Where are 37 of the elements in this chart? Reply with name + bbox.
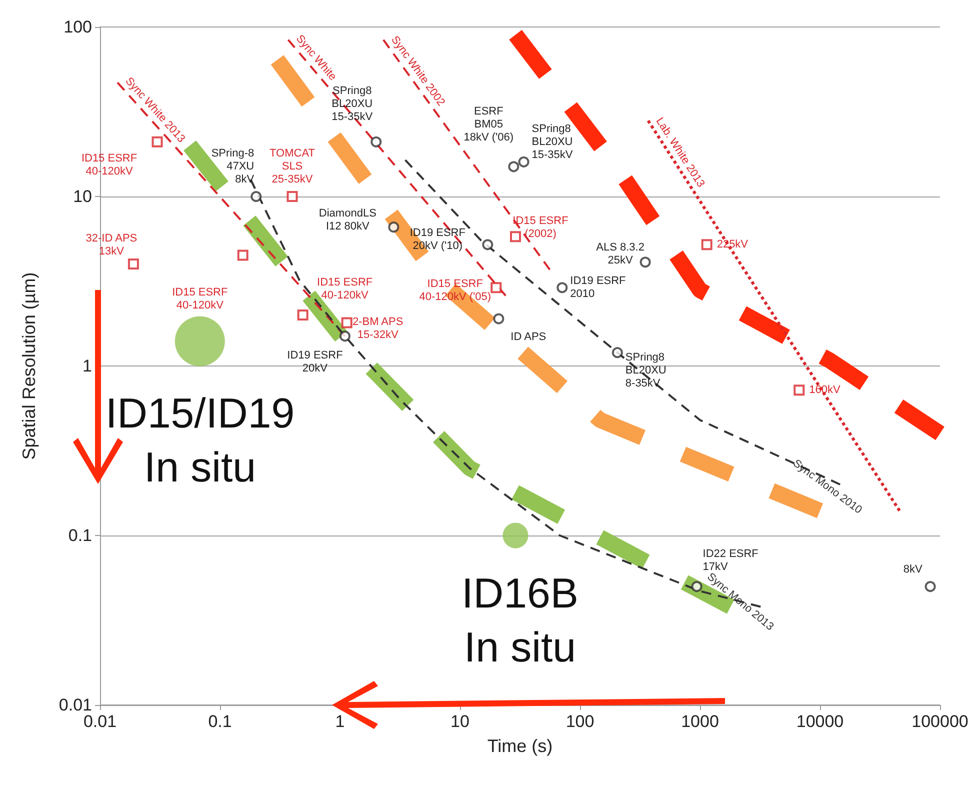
y-tick-label: 1 (82, 356, 92, 376)
annotation: ID15 ESRF 40-120kV (172, 286, 228, 312)
annotation: SPring8 BL20XU 15-35kV (332, 84, 374, 123)
x-tick-label: 10 (450, 712, 470, 731)
annotation: ID19 ESRF 20kV (287, 350, 344, 375)
annotation: DiamondLS I12 80kV (318, 208, 376, 233)
y-tick-label: 0.1 (68, 526, 92, 545)
y-tick-label: 0.01 (58, 696, 92, 714)
annotation: SPring8 BL20XU 8-35kV (625, 352, 666, 390)
x-tick-label: 1 (335, 712, 345, 731)
x-tick-label: 100 (566, 712, 594, 731)
annotation: 2-BM APS 15-32kV (352, 316, 404, 342)
annotation: SPring-8 47XU 8kV (211, 148, 255, 186)
y-tick-label: 10 (73, 187, 92, 206)
annotation: ESRF BM05 18kV ('06) (464, 106, 514, 144)
annotation: SPring8 BL20XU 15-35kV (532, 122, 574, 161)
y-axis-title: Spatial Resolution (µm) (19, 272, 39, 460)
annotation: 8kV (903, 564, 923, 576)
x-tick-label: 10000 (796, 712, 844, 731)
annotation: ID19 ESRF 2010 (570, 275, 626, 300)
annotation: ID16B In situ (462, 570, 578, 670)
y-tick-label: 100 (64, 18, 92, 36)
annotation: TOMCAT SLS 25-35kV (270, 148, 316, 186)
annotation: ALS 8.3.2 25kV (596, 242, 644, 267)
annotation: ID15 ESRF 40-120kV (81, 152, 138, 178)
x-axis-title: Time (s) (487, 736, 553, 756)
annotation: 160kV (809, 384, 841, 396)
annotation: 225kV (716, 238, 749, 251)
annotation: ID15/ID19 In situ (105, 390, 295, 490)
annotation: ID APS (510, 330, 546, 343)
annotation: ID15 ESRF 40-120kV (317, 276, 373, 302)
annotation: 32-ID APS 13kV (86, 232, 138, 258)
x-tick-label: 100000 (912, 712, 968, 731)
x-tick-label: 1000 (681, 712, 719, 731)
x-tick-label: 0.1 (208, 712, 232, 731)
annotation: ID15 ESRF (2002) (512, 215, 569, 240)
annotation: ID22 ESRF 17kV (702, 548, 759, 574)
